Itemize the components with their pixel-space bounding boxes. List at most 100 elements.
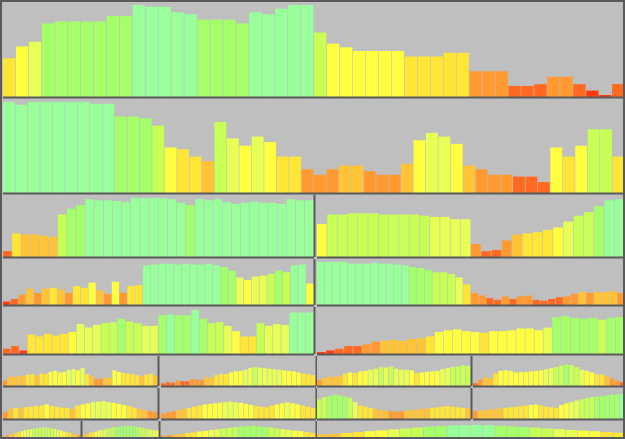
bar-p1-28 [365, 51, 379, 97]
bar-p5-20 [158, 263, 166, 305]
bar-p20-21 [565, 430, 578, 439]
bar-p12-9 [518, 371, 524, 386]
bar-p13-13 [70, 408, 75, 419]
bar-p20-22 [577, 430, 589, 439]
bar-p10-24 [277, 369, 282, 386]
bar-p15-2 [327, 396, 332, 419]
bar-p5-37 [290, 265, 298, 305]
bar-p12-22 [584, 370, 589, 386]
bar-p3-27 [249, 201, 259, 257]
bar-p19-17 [262, 427, 268, 439]
bar-p12-13 [538, 370, 544, 386]
bar-p1-15 [197, 19, 210, 97]
bar-p11-15 [394, 368, 399, 386]
bar-p9-12 [57, 372, 62, 386]
bar-p17-21 [66, 432, 69, 439]
bar-p8-18 [480, 332, 489, 354]
bar-p17-10 [33, 428, 36, 439]
bar-p12-20 [574, 367, 579, 386]
bar-p8-11 [416, 338, 426, 354]
bar-p5-25 [197, 264, 205, 305]
bar-p19-5 [190, 432, 197, 439]
bar-p7-4 [35, 336, 44, 354]
bar-p1-12 [158, 6, 171, 98]
bar-p9-3 [16, 375, 21, 386]
bar-p5-30 [236, 277, 244, 305]
bar-p2-2 [27, 102, 40, 193]
bar-p12-17 [559, 365, 564, 386]
bar-p6-23 [494, 299, 502, 305]
bar-p5-33 [259, 275, 267, 305]
bar-p3-7 [67, 208, 76, 257]
bar-p7-36 [297, 312, 306, 354]
bar-p10-26 [286, 370, 292, 386]
bar-p20-25 [613, 432, 625, 439]
bar-p12-5 [498, 370, 503, 386]
bar-p16-23 [589, 397, 594, 419]
bar-p19-4 [184, 433, 191, 439]
bar-p15-11 [373, 408, 378, 419]
bar-p11-3 [332, 376, 337, 386]
bar-p5-34 [267, 274, 275, 305]
bar-p3-3 [30, 234, 39, 257]
bar-p4-2 [337, 214, 348, 257]
bar-p7-32 [264, 325, 273, 354]
bar-p19-21 [286, 430, 292, 439]
bar-p11-5 [342, 373, 348, 386]
bar-p8-10 [407, 339, 417, 354]
bar-p3-26 [240, 202, 250, 257]
panel-p11 [317, 356, 473, 388]
bar-p20-10 [435, 426, 447, 439]
bar-p17-2 [9, 434, 12, 439]
bar-p15-1 [322, 397, 327, 419]
bar-p11-7 [352, 373, 358, 386]
bar-p1-9 [119, 16, 132, 97]
bar-p5-12 [96, 290, 104, 305]
bar-p11-0 [317, 380, 322, 386]
bar-p6-13 [417, 268, 425, 305]
bar-p12-6 [503, 370, 508, 386]
bar-p10-17 [243, 369, 248, 386]
bar-p5-2 [18, 294, 26, 305]
bar-p20-19 [542, 428, 554, 439]
bar-p15-9 [363, 406, 368, 419]
bar-p15-13 [383, 410, 389, 419]
bar-p13-8 [44, 404, 49, 419]
bar-p20-20 [553, 429, 566, 439]
bar-p15-28 [460, 407, 466, 419]
bar-p12-25 [599, 374, 605, 386]
bar-p6-10 [394, 264, 402, 305]
bar-p1-45 [586, 90, 599, 97]
bar-p9-27 [126, 373, 131, 386]
bar-p5-27 [212, 265, 221, 305]
bar-p11-16 [399, 369, 404, 386]
bar-p11-24 [440, 369, 445, 386]
bar-p7-14 [117, 318, 126, 354]
bar-p13-3 [18, 408, 24, 419]
bar-p16-21 [579, 399, 584, 419]
bar-p3-23 [213, 199, 222, 257]
bar-p2-23 [289, 156, 301, 193]
bar-p4-29 [614, 199, 625, 257]
bar-p9-6 [30, 374, 35, 386]
bar-p6-20 [471, 292, 479, 305]
bar-p14-2 [171, 411, 176, 419]
bar-p8-27 [561, 316, 571, 354]
bar-p18-24 [153, 430, 156, 439]
bar-p8-15 [452, 329, 462, 354]
bar-p5-32 [251, 276, 259, 305]
bar-p6-15 [432, 272, 440, 305]
bar-p10-20 [257, 367, 263, 386]
bar-p11-12 [378, 367, 384, 386]
bar-p20-6 [388, 429, 400, 439]
bar-p5-14 [111, 281, 120, 305]
bar-p9-16 [75, 370, 80, 386]
bar-p3-29 [268, 202, 277, 257]
bar-p6-21 [478, 295, 486, 305]
bar-p1-26 [339, 47, 353, 97]
panel-p2 [3, 99, 625, 195]
panel-p7 [3, 307, 316, 356]
bar-p17-17 [54, 429, 57, 439]
bar-p4-22 [542, 229, 553, 257]
